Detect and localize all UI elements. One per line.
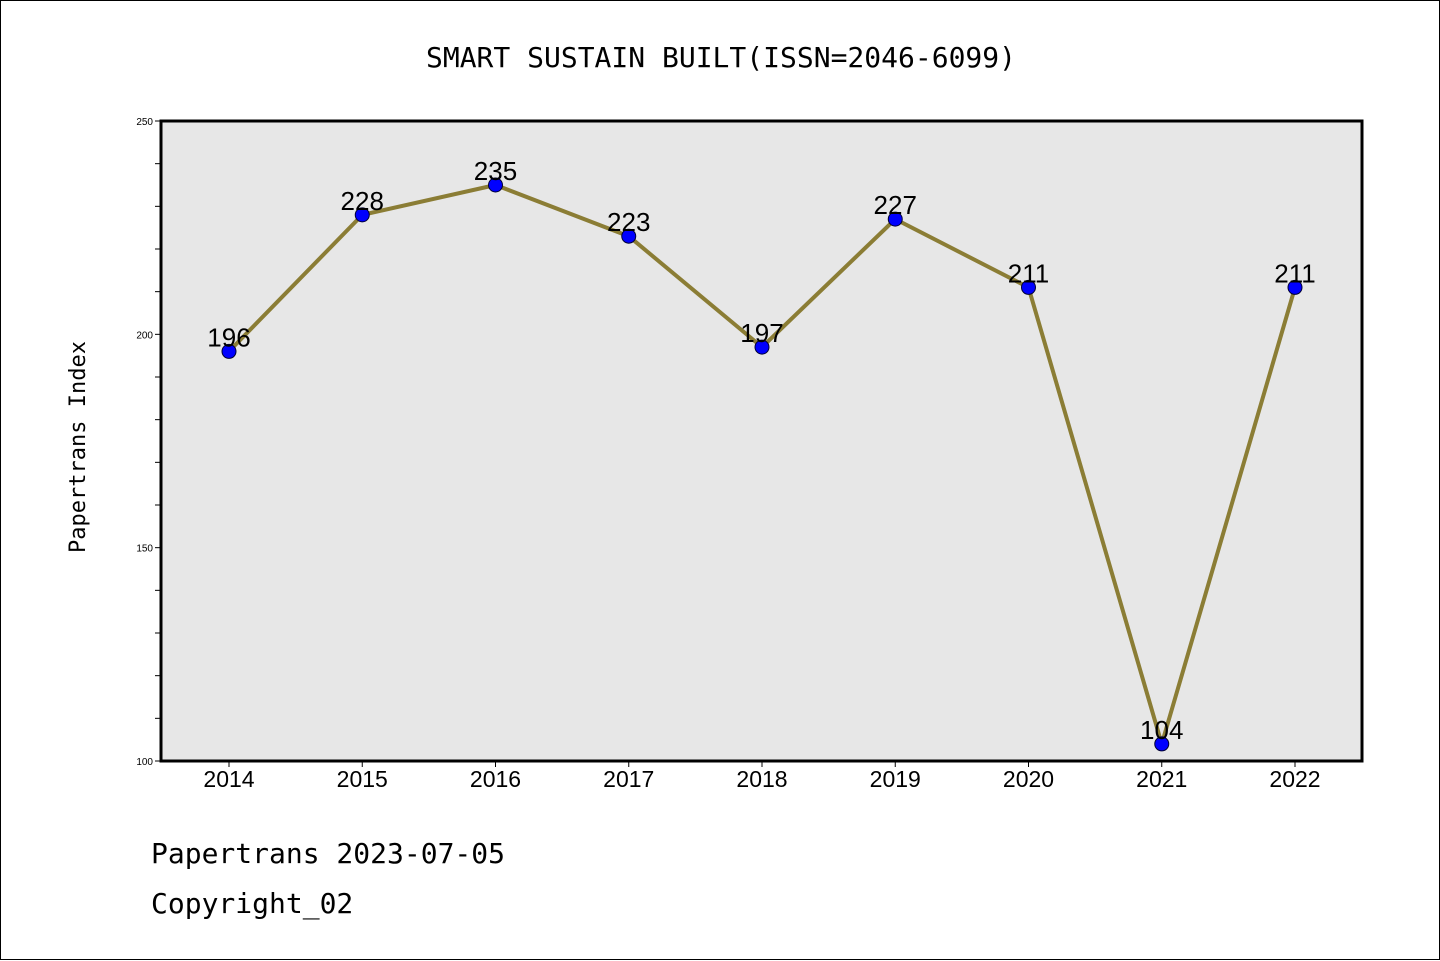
data-point <box>754 339 770 355</box>
data-label: 211 <box>1008 258 1049 288</box>
data-point <box>621 228 637 244</box>
data-point <box>1021 279 1036 295</box>
data-point <box>221 343 237 359</box>
x-tick-label: 2020 <box>1003 766 1054 792</box>
x-tick-label: 2021 <box>1136 766 1187 792</box>
footer-copyright-text: Copyright_02 <box>151 887 354 920</box>
data-point <box>488 177 503 193</box>
data-point <box>354 207 370 223</box>
data-label: 104 <box>1140 715 1183 745</box>
data-label: 228 <box>341 186 384 216</box>
data-point <box>887 211 903 227</box>
data-label: 223 <box>607 207 650 237</box>
x-tick-label: 2016 <box>470 766 521 792</box>
y-tick-label: 100 <box>136 757 153 768</box>
x-tick-label: 2014 <box>203 766 254 792</box>
data-markers <box>221 177 1303 752</box>
footer-date-text: Papertrans 2023-07-05 <box>151 837 506 870</box>
x-tick-label: 2017 <box>603 766 654 792</box>
data-label: 197 <box>740 318 783 348</box>
y-tick-label: 250 <box>136 117 153 128</box>
y-axis-label: Papertrans Index <box>66 341 91 553</box>
y-axis-ticks: 100 150 200 250 <box>136 117 161 768</box>
data-labels: 196 228 235 223 197 227 211 104 211 <box>207 156 1315 745</box>
x-tick-label: 2022 <box>1269 766 1320 792</box>
data-label: 227 <box>874 190 917 220</box>
data-label: 211 <box>1274 258 1315 288</box>
data-point <box>1154 736 1170 752</box>
x-tick-label: 2019 <box>870 766 921 792</box>
data-label: 196 <box>207 322 250 352</box>
plot-area <box>159 119 1364 763</box>
data-label: 235 <box>474 156 517 186</box>
data-point <box>1287 279 1303 295</box>
y-tick-label: 150 <box>136 544 153 555</box>
x-tick-label: 2018 <box>736 766 787 792</box>
chart-title: SMART SUSTAIN BUILT(ISSN=2046-6099) <box>426 41 1016 74</box>
x-tick-label: 2015 <box>337 766 388 792</box>
y-tick-label: 200 <box>136 330 153 341</box>
x-axis-ticks: 2014 2015 2016 2017 2018 2019 2020 2021 2022 <box>203 761 1321 792</box>
